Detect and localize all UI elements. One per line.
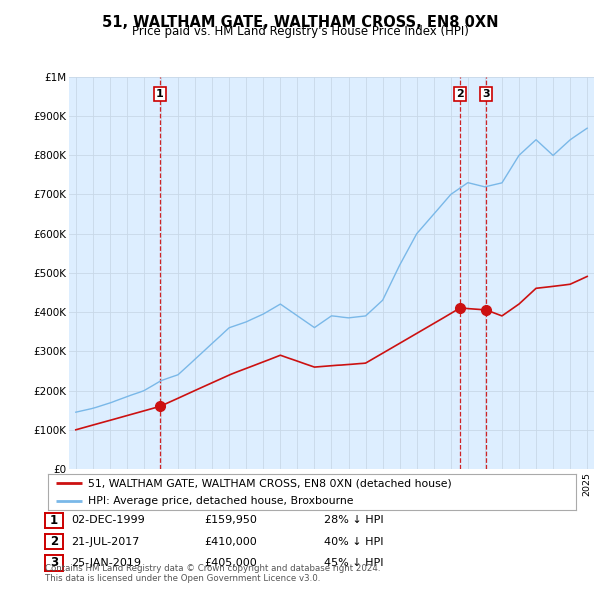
Text: 2: 2 xyxy=(50,535,58,548)
Text: Price paid vs. HM Land Registry's House Price Index (HPI): Price paid vs. HM Land Registry's House … xyxy=(131,25,469,38)
Text: Contains HM Land Registry data © Crown copyright and database right 2024.
This d: Contains HM Land Registry data © Crown c… xyxy=(45,563,380,583)
Text: 3: 3 xyxy=(50,556,58,569)
Text: 45% ↓ HPI: 45% ↓ HPI xyxy=(324,558,383,568)
Text: 3: 3 xyxy=(482,89,490,99)
Text: 02-DEC-1999: 02-DEC-1999 xyxy=(71,516,145,525)
Text: 21-JUL-2017: 21-JUL-2017 xyxy=(71,537,139,546)
Text: 51, WALTHAM GATE, WALTHAM CROSS, EN8 0XN: 51, WALTHAM GATE, WALTHAM CROSS, EN8 0XN xyxy=(102,15,498,30)
Text: 40% ↓ HPI: 40% ↓ HPI xyxy=(324,537,383,546)
Text: 1: 1 xyxy=(156,89,164,99)
Text: 25-JAN-2019: 25-JAN-2019 xyxy=(71,558,141,568)
Text: £410,000: £410,000 xyxy=(204,537,257,546)
Text: HPI: Average price, detached house, Broxbourne: HPI: Average price, detached house, Brox… xyxy=(88,496,353,506)
Text: 1: 1 xyxy=(50,514,58,527)
Text: 51, WALTHAM GATE, WALTHAM CROSS, EN8 0XN (detached house): 51, WALTHAM GATE, WALTHAM CROSS, EN8 0XN… xyxy=(88,478,451,489)
Text: £405,000: £405,000 xyxy=(204,558,257,568)
Text: £159,950: £159,950 xyxy=(204,516,257,525)
Text: 28% ↓ HPI: 28% ↓ HPI xyxy=(324,516,383,525)
Text: 2: 2 xyxy=(457,89,464,99)
